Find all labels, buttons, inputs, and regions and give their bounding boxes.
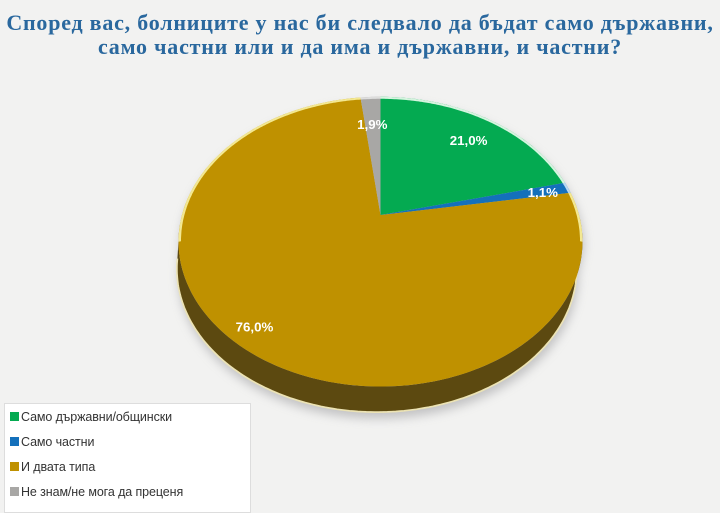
svg-text:76,0%: 76,0%: [236, 319, 274, 334]
svg-text:1,1%: 1,1%: [528, 185, 558, 200]
svg-text:21,0%: 21,0%: [450, 133, 488, 148]
svg-text:1,9%: 1,9%: [357, 117, 387, 132]
